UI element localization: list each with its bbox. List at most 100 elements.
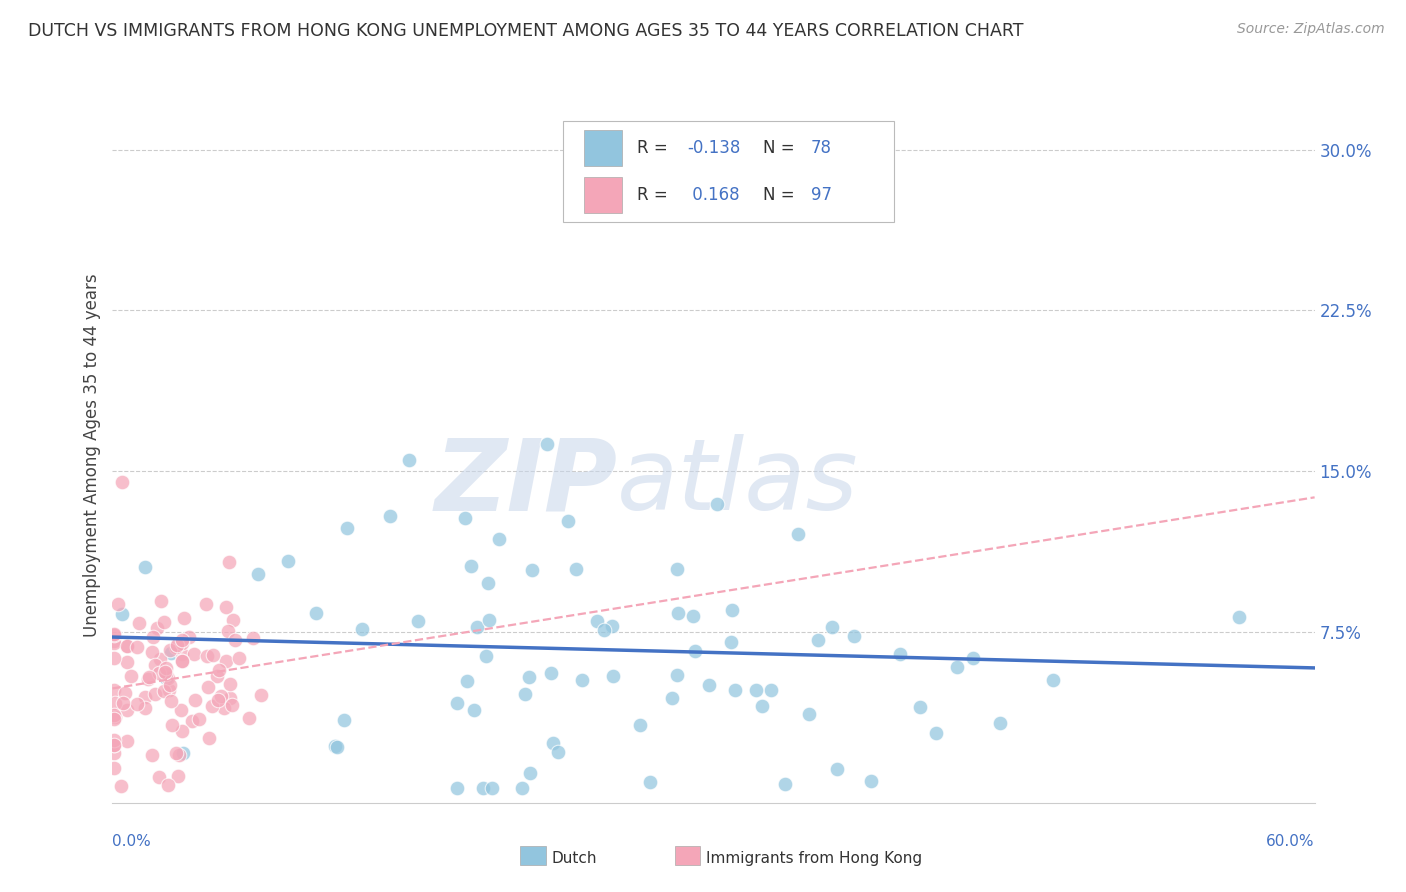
Point	[859, 773, 882, 788]
Point	[910, 700, 932, 714]
Point	[759, 683, 782, 698]
Point	[205, 669, 228, 683]
Point	[128, 615, 150, 630]
Point	[946, 660, 969, 674]
Point	[475, 648, 498, 663]
Point	[247, 567, 270, 582]
Point	[148, 770, 170, 784]
Point	[720, 603, 742, 617]
Point	[889, 647, 911, 661]
Point	[159, 678, 181, 692]
Text: Source: ZipAtlas.com: Source: ZipAtlas.com	[1237, 22, 1385, 37]
Point	[170, 654, 193, 668]
Point	[209, 689, 232, 703]
Point	[145, 686, 167, 700]
Point	[184, 693, 207, 707]
Point	[172, 723, 194, 738]
Point	[472, 780, 495, 795]
Point	[148, 666, 170, 681]
Point	[110, 779, 132, 793]
Text: 60.0%: 60.0%	[1267, 834, 1315, 849]
Text: Dutch: Dutch	[551, 851, 596, 865]
Text: 78: 78	[811, 139, 832, 157]
Point	[460, 559, 482, 574]
Point	[170, 648, 193, 662]
Point	[103, 682, 125, 697]
Point	[773, 777, 796, 791]
Point	[488, 533, 510, 547]
Text: atlas: atlas	[617, 434, 859, 532]
Point	[149, 651, 172, 665]
Point	[103, 746, 125, 760]
Point	[844, 629, 866, 643]
Text: ZIP: ZIP	[434, 434, 617, 532]
Point	[221, 698, 243, 712]
Point	[159, 646, 181, 660]
Point	[454, 511, 477, 525]
Point	[463, 703, 485, 717]
Point	[103, 712, 125, 726]
Text: 97: 97	[811, 186, 832, 204]
Point	[515, 687, 537, 701]
Point	[541, 736, 564, 750]
FancyBboxPatch shape	[564, 121, 894, 222]
Point	[208, 663, 231, 677]
Point	[962, 651, 984, 665]
Point	[111, 696, 134, 710]
Point	[172, 636, 194, 650]
Point	[172, 747, 194, 761]
Point	[350, 622, 373, 636]
Point	[398, 453, 420, 467]
Text: 0.0%: 0.0%	[112, 834, 152, 849]
Point	[166, 638, 188, 652]
Point	[540, 665, 562, 680]
Point	[873, 202, 896, 217]
Point	[111, 475, 134, 489]
Point	[519, 670, 541, 684]
Point	[571, 673, 593, 687]
Point	[104, 710, 127, 724]
Point	[120, 669, 142, 683]
Point	[173, 610, 195, 624]
Point	[166, 769, 188, 783]
Point	[249, 688, 271, 702]
Point	[141, 645, 163, 659]
Point	[924, 726, 946, 740]
Point	[169, 703, 191, 717]
Point	[180, 714, 202, 729]
Point	[222, 613, 245, 627]
Point	[336, 520, 359, 534]
Point	[600, 618, 623, 632]
Point	[685, 643, 707, 657]
Point	[638, 775, 661, 789]
Point	[125, 697, 148, 711]
Point	[628, 718, 651, 732]
Point	[115, 639, 138, 653]
Point	[697, 678, 720, 692]
Point	[155, 661, 177, 675]
Point	[201, 698, 224, 713]
Point	[478, 613, 501, 627]
Point	[134, 701, 156, 715]
Point	[520, 563, 543, 577]
Point	[536, 436, 558, 450]
Point	[157, 682, 180, 697]
Point	[107, 597, 129, 611]
Point	[1042, 673, 1064, 688]
Point	[706, 497, 728, 511]
Text: R =: R =	[637, 139, 672, 157]
Point	[170, 632, 193, 647]
Point	[666, 668, 689, 682]
Point	[218, 555, 240, 569]
Point	[228, 651, 250, 665]
Point	[103, 738, 125, 752]
Point	[333, 713, 356, 727]
Point	[159, 694, 181, 708]
Text: N =: N =	[763, 186, 800, 204]
Point	[138, 670, 160, 684]
Point	[195, 649, 218, 664]
Point	[157, 778, 180, 792]
Point	[141, 747, 163, 762]
Point	[179, 630, 201, 644]
Point	[661, 691, 683, 706]
